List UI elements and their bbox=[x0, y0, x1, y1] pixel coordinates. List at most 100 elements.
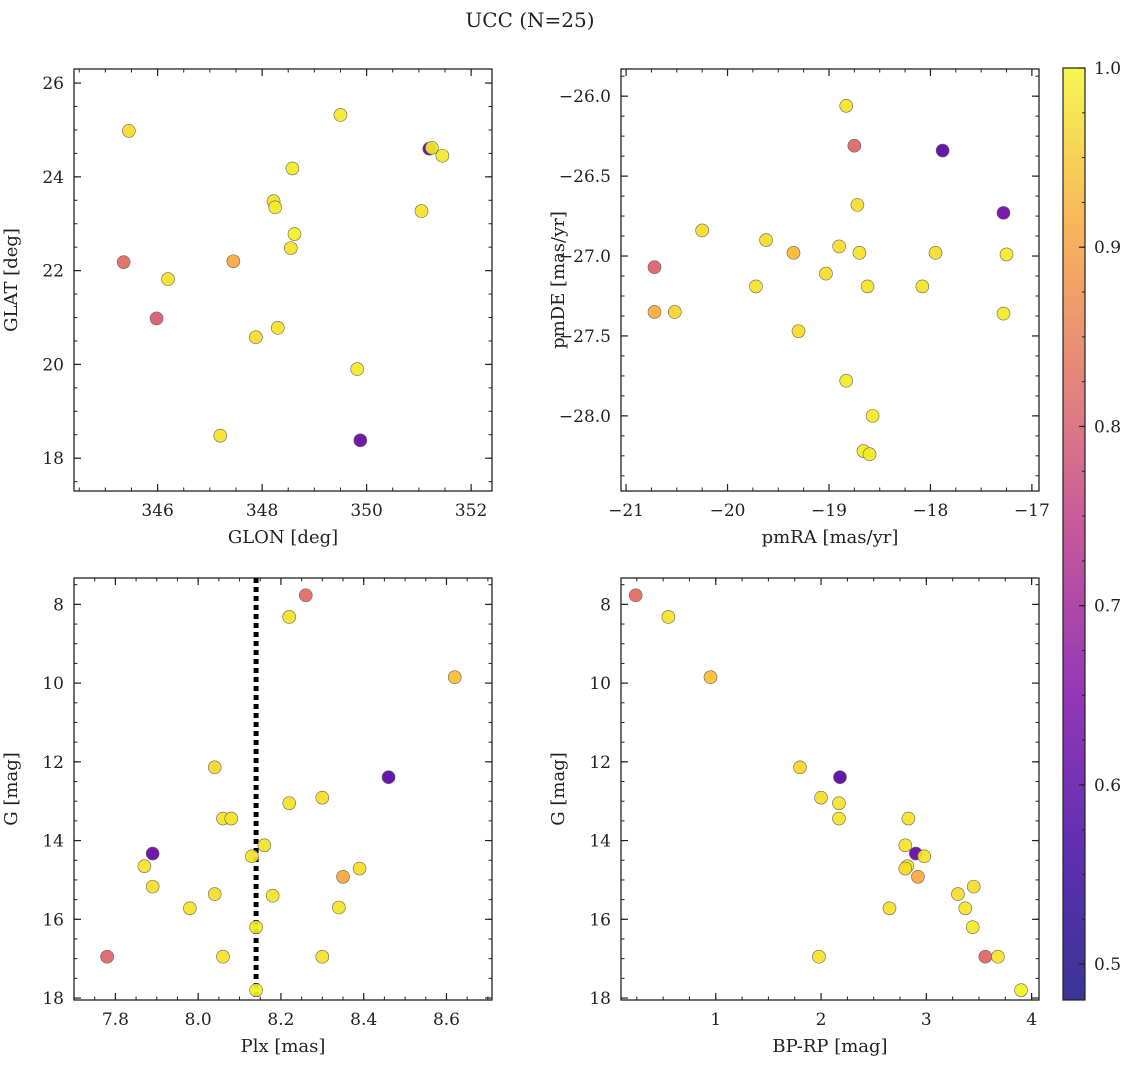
y-axis-label: G [mag] bbox=[548, 752, 569, 825]
x-tick-label: 350 bbox=[350, 501, 382, 521]
x-tick-label: 352 bbox=[455, 501, 487, 521]
x-axis-label: GLON [deg] bbox=[228, 527, 338, 548]
axes-frame bbox=[620, 577, 1040, 1001]
x-tick-label: 4 bbox=[1026, 1010, 1037, 1030]
data-point bbox=[647, 260, 662, 275]
data-point bbox=[695, 223, 709, 238]
data-point bbox=[284, 241, 298, 255]
data-point bbox=[100, 949, 114, 964]
y-tick-label: 12 bbox=[42, 753, 64, 773]
data-point bbox=[425, 140, 439, 155]
y-tick-label: 26 bbox=[42, 74, 64, 94]
x-tick-label: 8.4 bbox=[350, 1010, 377, 1030]
data-point bbox=[951, 887, 965, 901]
y-tick-label: 18 bbox=[42, 449, 64, 469]
colorbar-tick-label: 0.6 bbox=[1094, 776, 1121, 796]
y-axis-label: GLAT [deg] bbox=[1, 228, 22, 332]
y-tick-label: 14 bbox=[42, 832, 64, 852]
y-tick-label: 16 bbox=[42, 910, 64, 930]
y-tick-label: 8 bbox=[600, 595, 611, 615]
y-tick-label: 10 bbox=[42, 674, 64, 694]
x-tick-label: 8.6 bbox=[433, 1010, 460, 1030]
data-point bbox=[839, 98, 854, 113]
colorbar-tick-label: 0.7 bbox=[1094, 597, 1121, 617]
data-point bbox=[865, 409, 880, 423]
panel-glon-glat: 346 348 350 352 18 20 22 24 26 GLON [deg] GLAT [de… bbox=[1, 68, 493, 548]
x-axis-label: Plx [mas] bbox=[241, 1036, 326, 1057]
x-tick-label: 8.2 bbox=[267, 1010, 294, 1030]
x-tick-label: 348 bbox=[246, 501, 278, 521]
data-point bbox=[447, 670, 462, 685]
data-point bbox=[249, 920, 263, 934]
data-point bbox=[333, 108, 348, 122]
data-point bbox=[285, 161, 300, 176]
y-tick-label: 16 bbox=[589, 910, 611, 930]
data-point bbox=[183, 901, 197, 916]
data-point bbox=[145, 879, 160, 894]
data-point bbox=[749, 279, 763, 294]
data-point bbox=[852, 246, 867, 260]
data-point bbox=[226, 254, 241, 269]
data-point bbox=[991, 949, 1005, 964]
data-point bbox=[860, 279, 875, 294]
data-point bbox=[257, 838, 272, 853]
data-point bbox=[882, 901, 897, 916]
y-tick-label: 24 bbox=[42, 168, 64, 188]
panel-pmra-pmde: −21 −20 −19 −18 −17 −28.0 −27.5 −27.0 −26.5 −26.0… bbox=[548, 68, 1050, 548]
data-point bbox=[901, 811, 916, 826]
data-point bbox=[935, 143, 950, 158]
figure-title: UCC (N=25) bbox=[465, 8, 594, 32]
data-point bbox=[965, 920, 980, 934]
data-point bbox=[213, 428, 228, 443]
data-point bbox=[847, 138, 862, 153]
colorbar-tick-label: 1.0 bbox=[1094, 59, 1121, 79]
data-point bbox=[793, 760, 807, 775]
colorbar-gradient bbox=[1062, 67, 1086, 1001]
data-point bbox=[850, 198, 865, 212]
data-point bbox=[282, 610, 297, 624]
data-point bbox=[786, 246, 801, 260]
colorbar-tick-label: 0.8 bbox=[1094, 417, 1121, 437]
y-tick-label: 10 bbox=[589, 674, 611, 694]
data-point bbox=[832, 239, 846, 254]
data-point bbox=[298, 588, 313, 603]
data-point bbox=[791, 324, 806, 338]
data-point bbox=[839, 373, 854, 388]
data-point bbox=[1014, 983, 1028, 997]
y-tick-label: 20 bbox=[42, 355, 64, 375]
data-point bbox=[245, 849, 259, 864]
data-point bbox=[833, 770, 847, 784]
y-tick-label: 12 bbox=[589, 753, 611, 773]
data-point bbox=[435, 148, 450, 163]
data-point bbox=[928, 246, 943, 260]
x-tick-label: 2 bbox=[816, 1010, 827, 1030]
data-point bbox=[381, 770, 396, 784]
y-tick-label: −27.0 bbox=[559, 247, 611, 267]
data-point bbox=[353, 433, 368, 448]
data-point bbox=[996, 206, 1011, 220]
colorbar-tick-label: 0.9 bbox=[1094, 238, 1121, 258]
colorbar: 0.5 0.6 0.7 0.8 0.9 1.0 bbox=[1062, 59, 1121, 1001]
axes-frame bbox=[620, 68, 1040, 492]
data-point bbox=[336, 869, 350, 884]
y-tick-label: −26.0 bbox=[559, 87, 611, 107]
y-tick-label: 18 bbox=[42, 989, 64, 1009]
data-point bbox=[667, 305, 682, 319]
data-point bbox=[249, 330, 263, 345]
y-tick-label: 22 bbox=[42, 262, 64, 282]
data-point bbox=[832, 811, 846, 826]
x-tick-label: −19 bbox=[811, 501, 847, 521]
data-point bbox=[207, 760, 222, 775]
x-tick-label: 3 bbox=[921, 1010, 932, 1030]
data-point bbox=[149, 311, 164, 326]
data-point bbox=[978, 949, 993, 964]
data-point bbox=[661, 610, 676, 624]
data-point bbox=[703, 670, 718, 685]
y-tick-label: 18 bbox=[589, 989, 611, 1009]
data-point bbox=[265, 888, 280, 903]
data-point bbox=[628, 588, 643, 603]
data-point bbox=[898, 861, 913, 876]
x-tick-label: 8.0 bbox=[185, 1010, 212, 1030]
y-axis-label: pmDE [mas/yr] bbox=[548, 211, 569, 349]
